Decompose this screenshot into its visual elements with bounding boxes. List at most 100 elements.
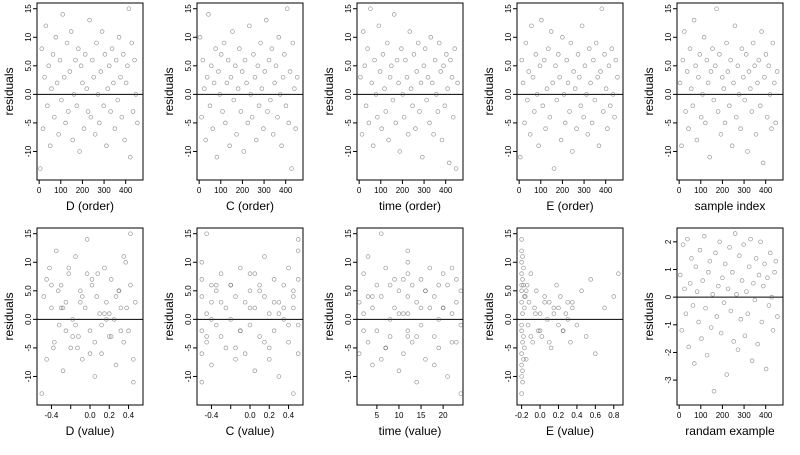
data-point	[293, 126, 298, 131]
data-point	[568, 339, 573, 345]
data-point	[753, 132, 759, 137]
data-point	[436, 40, 442, 46]
data-point	[284, 6, 290, 11]
x-tick-label: 0	[517, 186, 522, 195]
data-point	[248, 92, 253, 97]
data-point	[233, 357, 238, 362]
data-point	[405, 328, 411, 334]
data-point	[418, 305, 424, 311]
data-point	[197, 35, 203, 40]
data-point	[77, 149, 82, 154]
y-tick-label: 15	[504, 229, 513, 238]
data-point	[59, 97, 64, 103]
data-point	[528, 271, 534, 276]
data-point	[101, 103, 106, 109]
data-point	[701, 35, 707, 40]
data-point	[616, 271, 621, 276]
data-point	[108, 277, 114, 282]
data-point	[418, 277, 424, 282]
data-point	[595, 74, 600, 80]
data-point	[84, 86, 90, 91]
data-point	[556, 52, 561, 57]
data-point	[545, 317, 550, 322]
data-point	[130, 109, 136, 114]
data-point	[686, 344, 691, 350]
y-tick-label: -5	[504, 119, 513, 127]
data-point	[601, 109, 606, 114]
y-tick-label: -2	[664, 348, 673, 356]
data-point	[758, 239, 763, 245]
x-axis-label: C (value)	[226, 424, 275, 438]
data-point	[599, 6, 605, 11]
data-point	[734, 114, 739, 120]
data-point	[593, 40, 599, 46]
data-point	[534, 288, 539, 294]
data-point	[230, 29, 235, 34]
data-point	[431, 132, 436, 137]
data-point	[379, 294, 384, 299]
data-point	[540, 103, 545, 109]
data-point	[295, 248, 301, 254]
data-point	[121, 52, 126, 57]
data-point	[692, 361, 697, 366]
data-point	[261, 126, 266, 131]
data-point	[223, 120, 228, 126]
data-point	[763, 52, 769, 57]
data-point	[554, 282, 559, 288]
data-point	[242, 351, 248, 356]
data-point	[368, 6, 373, 11]
data-point	[409, 339, 415, 345]
data-point	[271, 328, 277, 334]
data-point	[363, 103, 369, 109]
data-point	[370, 305, 375, 311]
x-tick-label: 20	[439, 411, 448, 420]
data-point	[99, 322, 104, 328]
data-point	[520, 379, 525, 385]
data-point	[213, 46, 218, 51]
data-point	[203, 137, 208, 143]
data-point	[715, 109, 721, 114]
data-point	[519, 260, 524, 265]
x-tick-label: 200	[716, 186, 730, 195]
data-point	[418, 80, 424, 86]
data-point	[714, 314, 720, 319]
data-point	[694, 289, 700, 294]
data-point	[769, 126, 774, 131]
data-point	[49, 305, 54, 311]
data-point	[80, 80, 85, 86]
data-point	[763, 366, 769, 372]
data-point	[361, 311, 366, 316]
data-point	[567, 109, 572, 114]
y-tick-label: 5.0	[24, 60, 33, 72]
data-point	[551, 305, 557, 311]
data-point	[247, 288, 253, 294]
data-point	[204, 231, 209, 236]
data-point	[403, 57, 408, 63]
data-point	[730, 270, 735, 275]
data-point	[262, 69, 267, 74]
data-point	[280, 74, 286, 80]
data-point	[680, 242, 686, 247]
data-point	[376, 23, 382, 29]
data-point	[393, 120, 398, 126]
data-point	[578, 103, 584, 109]
data-point	[396, 288, 402, 294]
data-point	[204, 334, 209, 339]
data-point	[717, 239, 722, 245]
data-point	[217, 92, 222, 97]
data-point	[74, 103, 80, 109]
data-point	[221, 40, 227, 46]
data-point	[228, 282, 233, 288]
data-point	[556, 305, 561, 311]
data-point	[66, 109, 71, 114]
x-axis-label: time (order)	[379, 199, 441, 213]
data-point	[519, 328, 524, 334]
y-tick-label: 1	[664, 267, 673, 272]
data-point	[391, 12, 397, 17]
data-point	[427, 305, 433, 311]
data-point	[369, 80, 374, 86]
data-point	[453, 166, 459, 171]
data-point	[262, 339, 267, 345]
data-point	[68, 345, 73, 351]
data-point	[434, 92, 439, 97]
